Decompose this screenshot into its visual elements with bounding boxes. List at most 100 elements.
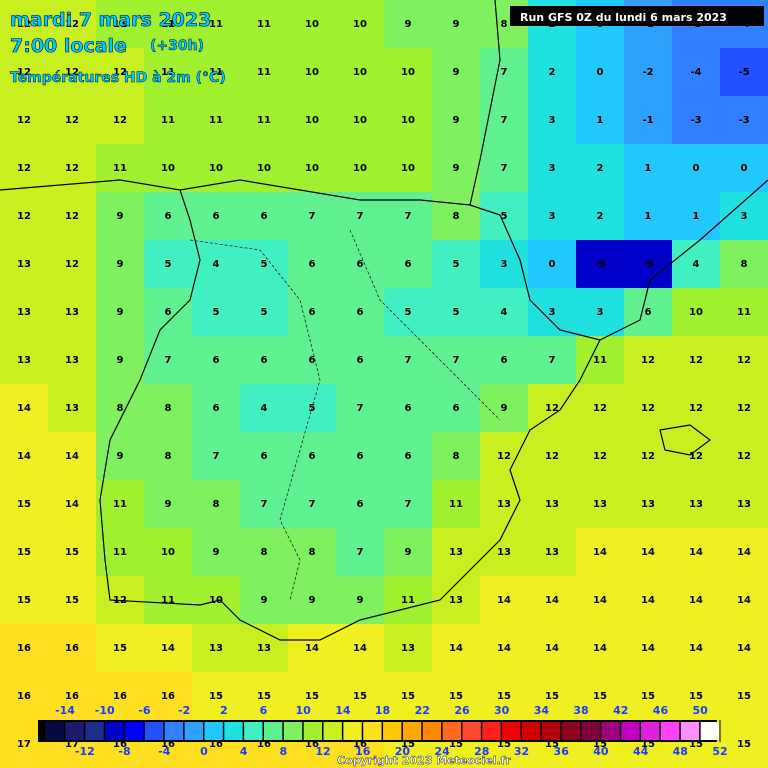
temp-cell	[336, 672, 385, 721]
legend-swatch	[303, 722, 323, 740]
temp-value: 13	[497, 499, 511, 510]
temp-cell	[240, 432, 289, 481]
temp-cell	[336, 288, 385, 337]
temp-value: 10	[353, 19, 367, 30]
temp-value: 12	[497, 451, 511, 462]
temp-value: 3	[549, 115, 556, 126]
temp-cell	[672, 672, 721, 721]
temp-cell	[624, 384, 673, 433]
legend-swatch	[223, 722, 243, 740]
temp-value: 9	[165, 499, 172, 510]
temp-cell	[576, 240, 625, 289]
temp-value: 13	[17, 355, 31, 366]
temp-value: 14	[593, 595, 607, 606]
coastline	[99, 189, 201, 606]
temp-value: 9	[453, 163, 460, 174]
border	[189, 239, 321, 601]
temp-cell	[384, 528, 433, 577]
temp-cell	[288, 336, 337, 385]
temp-cell	[48, 384, 97, 433]
temp-cell	[672, 96, 721, 145]
temp-value: 14	[161, 643, 175, 654]
temp-value: 12	[65, 115, 79, 126]
temp-value: 12	[65, 211, 79, 222]
temp-value: 7	[309, 211, 316, 222]
temp-value: 0	[549, 259, 556, 270]
temp-value: 11	[257, 115, 271, 126]
temp-value: 8	[165, 403, 172, 414]
temp-cell	[624, 624, 673, 673]
legend-swatch	[620, 722, 640, 740]
temp-value: 15	[593, 691, 607, 702]
temp-value: 13	[401, 643, 415, 654]
temp-cell	[192, 48, 241, 97]
temp-cell	[192, 0, 241, 49]
temp-cell	[624, 240, 673, 289]
legend-label: 4	[240, 745, 248, 758]
temp-cell	[624, 144, 673, 193]
temp-value: 15	[401, 691, 415, 702]
temp-value: 9	[213, 547, 220, 558]
temp-cell	[0, 144, 49, 193]
temp-value: 7	[357, 403, 364, 414]
temp-cell	[96, 480, 145, 529]
temp-cell	[192, 432, 241, 481]
coastline	[199, 339, 601, 641]
temp-value: 12	[113, 67, 127, 78]
temp-value: 6	[309, 307, 316, 318]
temp-cell	[240, 288, 289, 337]
temp-value: 5	[165, 259, 172, 270]
lead-time: (+30h)	[150, 38, 204, 54]
temp-cell	[528, 192, 577, 241]
temp-value: 10	[305, 115, 319, 126]
temp-value: 12	[689, 403, 703, 414]
temp-cell	[672, 480, 721, 529]
temp-cell	[144, 624, 193, 673]
temp-value: 13	[65, 403, 79, 414]
temp-cell	[720, 576, 768, 625]
temp-value: -4	[690, 67, 701, 78]
temp-value: 15	[353, 691, 367, 702]
temp-cell	[0, 384, 49, 433]
temp-value: 6	[405, 403, 412, 414]
temp-cell	[336, 96, 385, 145]
temp-value: 13	[641, 499, 655, 510]
temp-cell	[576, 336, 625, 385]
temp-value: 15	[641, 691, 655, 702]
temp-value: 9	[453, 115, 460, 126]
temp-cell	[96, 96, 145, 145]
temp-value: 13	[545, 547, 559, 558]
legend-label: 36	[554, 745, 570, 758]
border	[349, 229, 501, 421]
temp-value: 6	[309, 259, 316, 270]
temp-value: 14	[353, 643, 367, 654]
temp-value: 16	[305, 739, 319, 750]
temp-value: 2	[597, 211, 604, 222]
legend-swatch	[561, 722, 581, 740]
temp-cell	[480, 192, 529, 241]
temp-cell	[96, 624, 145, 673]
temp-value: 5	[261, 307, 268, 318]
temp-value: 6	[453, 403, 460, 414]
temp-value: 7	[405, 355, 412, 366]
legend-swatch	[184, 722, 203, 740]
temp-value: 4	[261, 403, 268, 414]
temp-value: 5	[261, 259, 268, 270]
coastline	[0, 0, 501, 206]
temp-value: 6	[213, 403, 220, 414]
temp-cell	[144, 0, 193, 49]
temp-cell	[384, 144, 433, 193]
temp-cell	[432, 0, 481, 49]
temp-cell	[144, 240, 193, 289]
temp-cell	[624, 576, 673, 625]
temp-value: 8	[741, 259, 748, 270]
temp-value: 4	[501, 307, 508, 318]
temp-cell	[576, 576, 625, 625]
temp-value: 12	[641, 355, 655, 366]
temp-cell	[624, 192, 673, 241]
legend-label: 6	[260, 704, 268, 717]
temp-value: 8	[165, 451, 172, 462]
temp-cell	[0, 192, 49, 241]
temp-cell	[528, 432, 577, 481]
temp-cell	[384, 672, 433, 721]
